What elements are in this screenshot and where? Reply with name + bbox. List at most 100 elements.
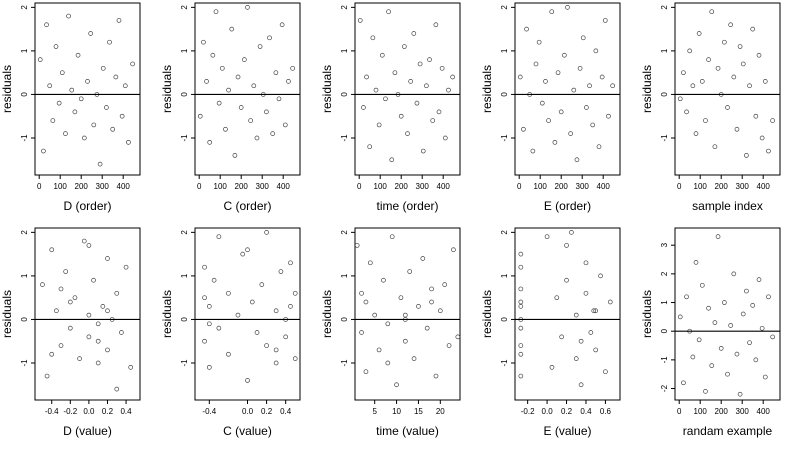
point <box>684 294 689 300</box>
point <box>721 300 727 305</box>
y-tick-label: 0 <box>340 317 349 322</box>
y-tick-label: -1 <box>20 134 29 142</box>
x-tick-label: 400 <box>597 182 611 191</box>
y-tick-label: 0 <box>500 92 509 97</box>
point <box>756 277 762 282</box>
point <box>273 308 279 314</box>
point <box>677 314 683 320</box>
y-tick-label: 2 <box>660 271 669 276</box>
point <box>530 148 536 154</box>
point <box>286 79 291 84</box>
point <box>718 346 724 351</box>
point <box>715 234 721 239</box>
point <box>734 351 740 357</box>
y-tick-label: -1 <box>340 359 349 367</box>
point <box>593 308 599 314</box>
point <box>693 260 699 265</box>
point <box>420 256 426 261</box>
point <box>54 308 59 314</box>
point <box>385 321 391 327</box>
point <box>216 234 222 240</box>
point <box>565 5 570 10</box>
point <box>753 113 759 119</box>
y-tick-label: -1 <box>500 359 509 367</box>
y-tick-label: -1 <box>660 134 669 142</box>
point <box>731 271 737 277</box>
point <box>267 35 272 41</box>
point <box>81 135 87 141</box>
point <box>721 39 727 45</box>
point <box>105 308 110 314</box>
point <box>389 157 395 163</box>
point <box>455 334 461 340</box>
x-tick-label: 300 <box>736 182 750 191</box>
y-tick-label: 0 <box>340 92 349 97</box>
point <box>63 131 68 136</box>
y-tick-label: 0 <box>500 317 509 322</box>
point <box>41 148 46 154</box>
point <box>558 109 564 115</box>
point <box>588 330 594 335</box>
point <box>238 105 244 110</box>
plot-frame <box>194 227 301 401</box>
point <box>264 230 269 235</box>
point <box>53 44 59 49</box>
point <box>116 18 122 23</box>
point <box>373 87 379 93</box>
y-tick-label: 1 <box>660 48 669 53</box>
point <box>376 122 382 128</box>
point <box>282 122 288 128</box>
point <box>437 308 443 314</box>
point <box>276 96 282 102</box>
point <box>436 109 442 115</box>
x-tick-label: 400 <box>757 182 771 191</box>
point <box>766 294 771 300</box>
point <box>728 22 734 28</box>
point <box>518 373 524 379</box>
x-tick-label: 200 <box>715 407 729 416</box>
point <box>517 74 523 80</box>
point <box>429 299 434 305</box>
x-tick-label: 400 <box>277 182 291 191</box>
point <box>40 282 45 287</box>
point <box>202 338 207 344</box>
y-tick-label: 0 <box>180 92 189 97</box>
x-tick-label: 20 <box>436 407 445 416</box>
point <box>359 330 364 335</box>
point <box>67 299 73 305</box>
y-axis-label: residuals <box>480 65 494 113</box>
point <box>386 9 391 15</box>
point <box>407 269 413 274</box>
y-axis-label: residuals <box>480 290 494 338</box>
point <box>770 118 776 123</box>
point <box>207 139 213 145</box>
point <box>242 57 247 62</box>
point <box>433 373 439 379</box>
x-tick-label: 400 <box>117 182 131 191</box>
point <box>766 148 771 154</box>
point <box>753 357 759 363</box>
point <box>411 31 417 36</box>
point <box>712 320 718 325</box>
y-tick-label: -1 <box>660 356 669 364</box>
plot-frame <box>514 227 621 401</box>
point <box>687 48 693 54</box>
point <box>245 378 250 383</box>
point <box>544 234 550 240</box>
point <box>50 118 56 123</box>
point <box>703 118 708 123</box>
point <box>114 386 120 392</box>
point <box>571 87 577 93</box>
point <box>56 100 62 106</box>
point <box>123 264 129 270</box>
point <box>216 325 222 331</box>
point <box>37 57 43 62</box>
point <box>100 304 106 309</box>
plot-frame <box>354 2 461 176</box>
point <box>546 118 551 123</box>
x-tick-label: 0.2 <box>102 407 114 416</box>
point <box>69 87 75 93</box>
x-tick-label: 0.0 <box>83 407 95 416</box>
point <box>424 83 429 89</box>
